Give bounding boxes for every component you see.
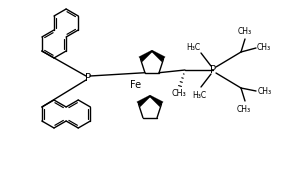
- Polygon shape: [151, 50, 165, 62]
- Text: H₃C: H₃C: [192, 90, 206, 99]
- Text: H₃C: H₃C: [186, 42, 200, 52]
- Text: CH₃: CH₃: [257, 43, 271, 52]
- Polygon shape: [149, 95, 163, 107]
- Text: CH₃: CH₃: [237, 105, 251, 114]
- Polygon shape: [139, 50, 153, 62]
- Text: CH₃: CH₃: [238, 27, 252, 36]
- Polygon shape: [137, 95, 151, 107]
- Text: P: P: [210, 65, 216, 75]
- Text: P: P: [85, 73, 91, 83]
- Text: Fe: Fe: [130, 80, 142, 90]
- Text: CH₃: CH₃: [172, 90, 186, 99]
- Text: CH₃: CH₃: [258, 86, 272, 96]
